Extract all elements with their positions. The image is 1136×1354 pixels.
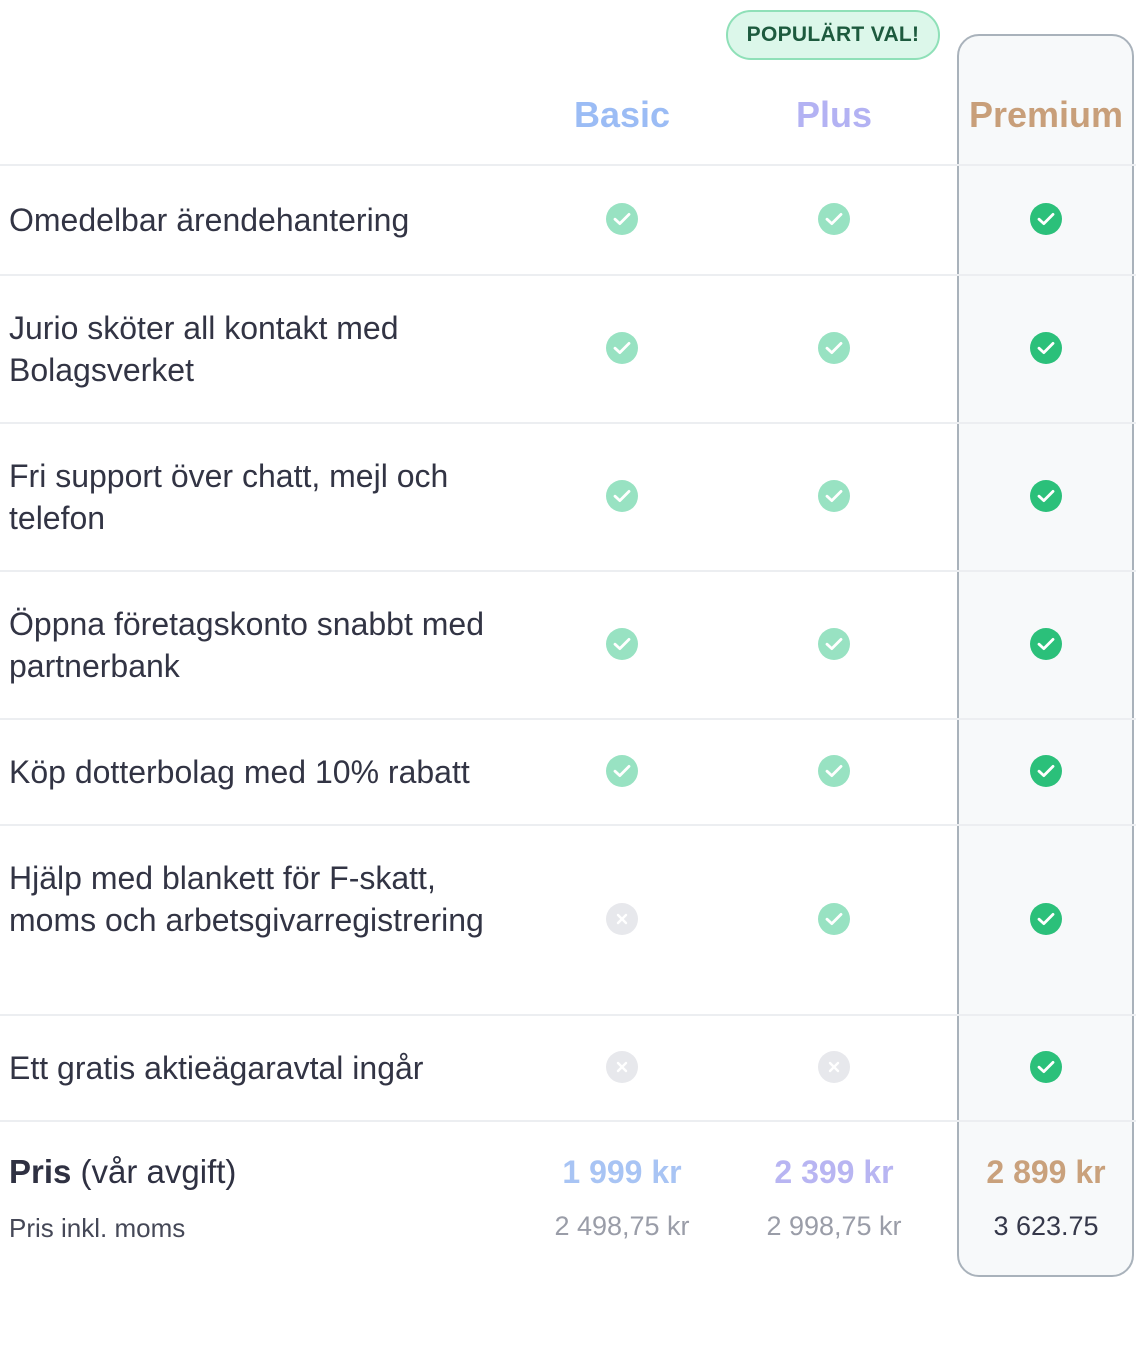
check-circle-icon xyxy=(818,332,850,364)
check-circle-icon xyxy=(818,628,850,660)
feature-label: Köp dotterbolag med 10% rabatt xyxy=(9,754,470,790)
price-vat-premium: 3 623.75 xyxy=(993,1211,1099,1241)
check-circle-icon xyxy=(606,332,638,364)
x-circle-icon xyxy=(818,1051,850,1083)
row-divider xyxy=(0,824,1136,826)
check-circle-icon xyxy=(818,755,850,787)
check-circle-icon xyxy=(606,203,638,235)
price-vat-label: Pris inkl. moms xyxy=(9,1213,186,1243)
check-circle-icon xyxy=(818,203,850,235)
price-plus: 2 399 kr xyxy=(774,1154,894,1190)
check-circle-icon xyxy=(1030,1051,1062,1083)
plan-title-basic: Basic xyxy=(573,94,671,135)
check-circle-icon xyxy=(1030,628,1062,660)
check-circle-icon xyxy=(818,480,850,512)
row-divider xyxy=(0,422,1136,424)
feature-label: Fri support över chatt, mejl och telefon xyxy=(9,458,449,536)
check-circle-icon xyxy=(1030,903,1062,935)
check-circle-icon xyxy=(818,903,850,935)
popular-badge: POPULÄRT VAL! xyxy=(726,10,940,60)
price-vat-basic: 2 498,75 kr xyxy=(554,1211,690,1241)
check-circle-icon xyxy=(606,480,638,512)
row-divider xyxy=(0,274,1136,276)
row-divider xyxy=(0,1120,1136,1122)
plan-title-premium: Premium xyxy=(968,94,1124,135)
price-label-bold: Pris xyxy=(9,1153,72,1190)
feature-label: Omedelbar ärendehantering xyxy=(9,202,410,238)
price-label: Pris (vår avgift) xyxy=(9,1150,236,1194)
check-circle-icon xyxy=(606,628,638,660)
row-divider xyxy=(0,1014,1136,1016)
x-circle-icon xyxy=(606,1051,638,1083)
row-divider xyxy=(0,164,1136,166)
row-divider xyxy=(0,570,1136,572)
price-premium: 2 899 kr xyxy=(986,1154,1106,1190)
price-basic: 1 999 kr xyxy=(562,1154,682,1190)
price-vat-plus: 2 998,75 kr xyxy=(766,1211,902,1241)
check-circle-icon xyxy=(1030,755,1062,787)
check-circle-icon xyxy=(1030,203,1062,235)
feature-label: Jurio sköter all kontakt med Bolagsverke… xyxy=(9,310,399,388)
feature-label: Hjälp med blankett för F-skatt, moms och… xyxy=(9,860,484,938)
check-circle-icon xyxy=(1030,480,1062,512)
check-circle-icon xyxy=(1030,332,1062,364)
plan-title-plus: Plus xyxy=(795,94,873,135)
price-label-rest: (vår avgift) xyxy=(71,1153,237,1190)
x-circle-icon xyxy=(606,903,638,935)
feature-label: Öppna företagskonto snabbt med partnerba… xyxy=(9,606,484,684)
row-divider xyxy=(0,718,1136,720)
check-circle-icon xyxy=(606,755,638,787)
feature-label: Ett gratis aktieägaravtal ingår xyxy=(9,1050,424,1086)
